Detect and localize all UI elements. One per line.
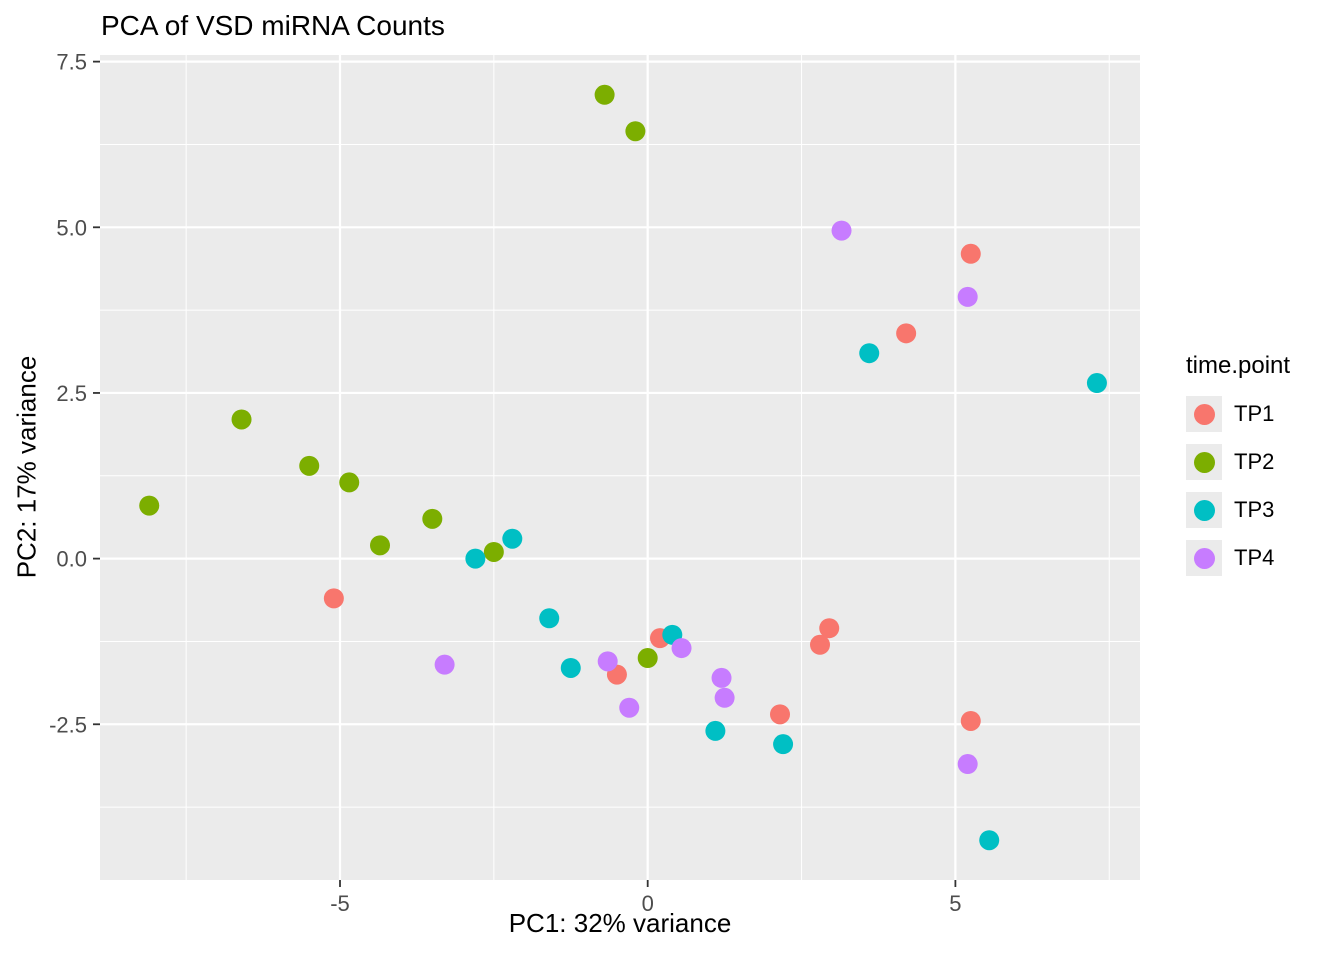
legend-key-TP1: [1186, 396, 1222, 432]
point-TP2: [625, 121, 646, 142]
point-TP2: [299, 455, 320, 476]
point-TP3: [1086, 373, 1107, 394]
point-TP1: [819, 618, 840, 639]
point-TP2: [231, 409, 252, 430]
y-tick-label: 2.5: [56, 381, 87, 406]
point-TP4: [714, 687, 735, 708]
legend-key-TP2: [1186, 444, 1222, 480]
point-TP1: [810, 634, 830, 655]
point-TP2: [139, 495, 160, 516]
point-TP3: [539, 608, 560, 629]
point-TP1: [770, 704, 790, 725]
y-tick-label: 7.5: [56, 50, 87, 75]
point-TP4: [957, 286, 978, 307]
legend-label-TP2: TP2: [1234, 449, 1275, 474]
y-tick-label: 0.0: [56, 547, 87, 572]
point-TP3: [705, 720, 726, 741]
x-axis-label: PC1: 32% variance: [508, 908, 732, 938]
point-TP2: [594, 84, 615, 105]
point-TP1: [896, 323, 917, 344]
legend-key-TP4: [1186, 540, 1222, 576]
legend-dot-TP2: [1193, 451, 1215, 473]
plot-title: PCA of VSD miRNA Counts: [101, 10, 445, 41]
legend-item-TP1: TP1: [1186, 396, 1290, 432]
legend-item-TP3: TP3: [1186, 492, 1290, 528]
point-TP3: [502, 528, 523, 549]
legend-dot-TP1: [1193, 403, 1215, 425]
legend-dot-TP4: [1193, 547, 1215, 569]
point-TP1: [323, 588, 344, 609]
x-tick-label: 0: [642, 891, 654, 916]
legend: time.point TP1 TP2 TP3 TP4: [1186, 352, 1290, 588]
point-TP3: [560, 657, 581, 678]
point-TP4: [434, 654, 455, 675]
legend-title: time.point: [1186, 352, 1291, 379]
point-TP4: [619, 697, 640, 718]
point-TP3: [465, 548, 486, 569]
legend-label-TP1: TP1: [1234, 401, 1275, 426]
point-TP4: [671, 638, 692, 659]
point-TP4: [831, 220, 852, 241]
point-TP2: [637, 648, 658, 669]
legend-item-TP2: TP2: [1186, 444, 1290, 480]
point-TP2: [370, 535, 390, 556]
y-tick-label: 5.0: [56, 215, 87, 240]
point-TP4: [597, 651, 618, 672]
point-TP4: [957, 754, 978, 775]
point-TP3: [773, 734, 794, 755]
point-TP4: [711, 667, 732, 688]
legend-label-TP3: TP3: [1234, 497, 1275, 522]
point-TP1: [960, 243, 981, 264]
x-tick-label: 5: [949, 891, 961, 916]
point-TP1: [960, 710, 981, 731]
point-TP2: [422, 508, 443, 529]
legend-label-TP4: TP4: [1234, 545, 1275, 570]
point-TP2: [339, 472, 360, 493]
legend-item-TP4: TP4: [1186, 540, 1290, 576]
point-TP2: [483, 541, 504, 562]
legend-items: TP1 TP2 TP3 TP4: [1186, 396, 1290, 576]
y-tick-label: -2.5: [49, 712, 87, 737]
point-TP3: [979, 830, 1000, 851]
x-tick-label: -5: [330, 891, 350, 916]
y-axis-label: PC2: 17% variance: [11, 355, 42, 579]
legend-key-TP3: [1186, 492, 1222, 528]
legend-dot-TP3: [1193, 499, 1215, 521]
panel-background: [100, 55, 1140, 880]
point-TP3: [859, 343, 880, 364]
